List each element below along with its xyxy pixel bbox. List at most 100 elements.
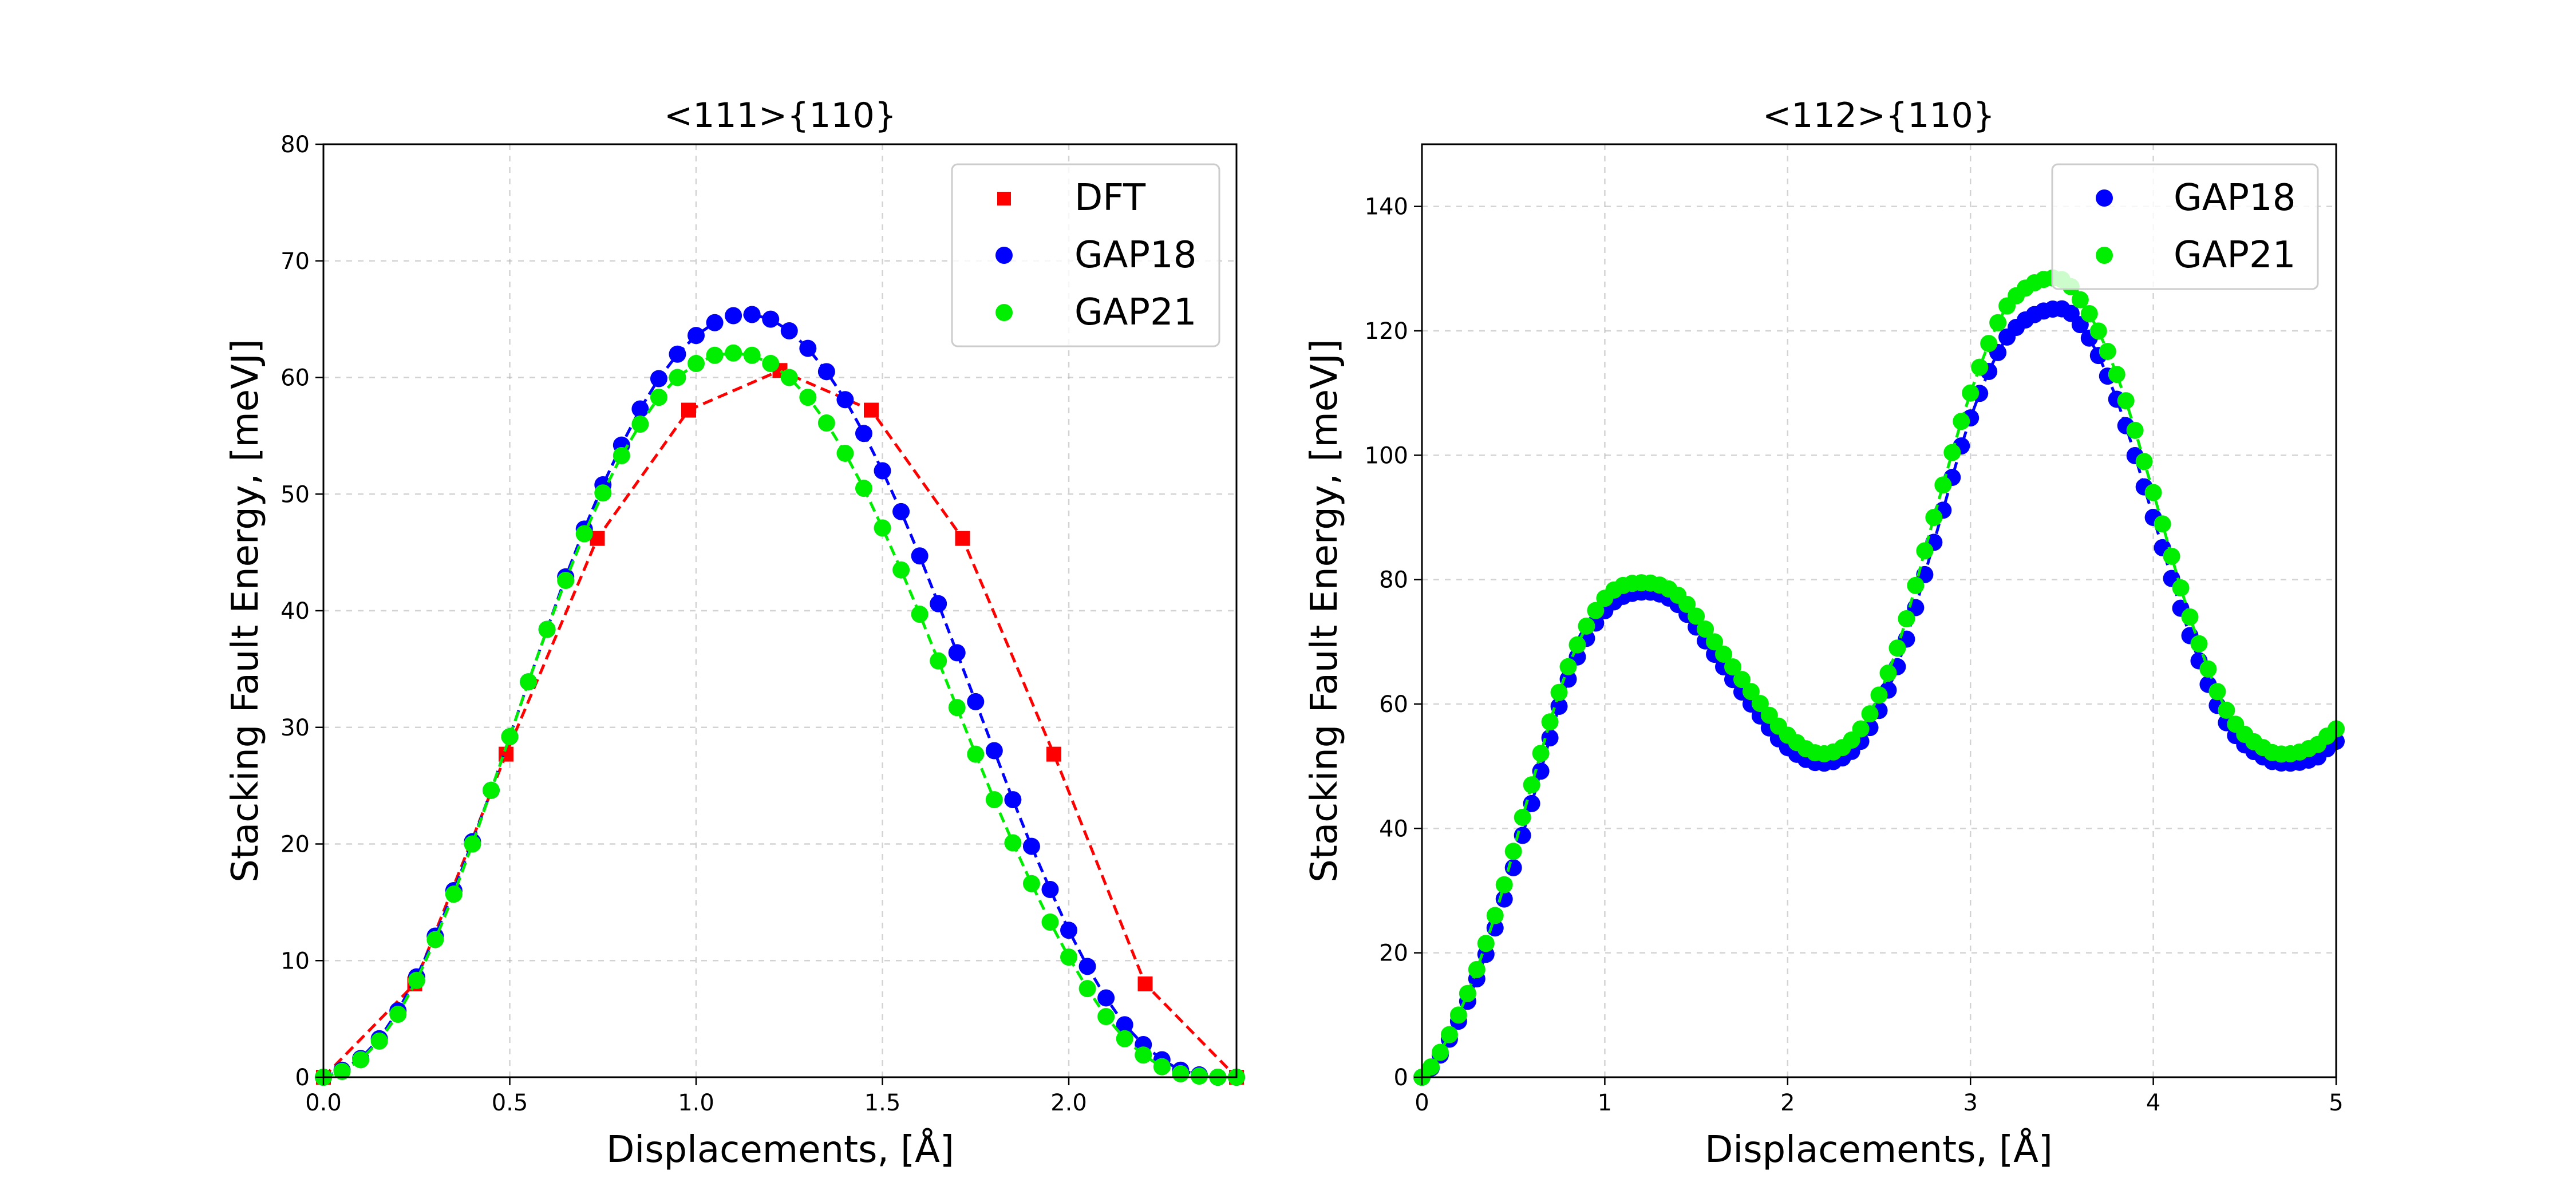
data-point-gap18 <box>1041 880 1059 898</box>
data-point-gap21 <box>799 389 817 406</box>
x-tick-label: 1.0 <box>678 1090 714 1116</box>
data-point-gap18 <box>780 322 798 339</box>
x-axis-label: Displacements, [Å] <box>1705 1128 2053 1171</box>
data-point-gap18 <box>706 314 724 331</box>
data-point-gap21 <box>948 699 966 717</box>
data-point-gap21 <box>669 369 686 386</box>
data-point-gap18 <box>1078 958 1096 975</box>
data-point-gap21 <box>445 885 463 903</box>
x-tick-label: 2 <box>1780 1090 1795 1116</box>
data-point-gap21 <box>426 931 444 948</box>
data-point-gap21 <box>2154 515 2171 533</box>
data-point-gap18 <box>1559 670 1577 688</box>
data-point-gap21 <box>1514 809 1531 827</box>
data-point-gap21 <box>967 745 985 763</box>
data-point-gap21 <box>1888 639 1906 657</box>
data-point-gap21 <box>1523 776 1540 794</box>
data-point-gap21 <box>1587 602 1605 619</box>
data-point-gap18 <box>1523 794 1540 812</box>
data-point-gap21 <box>2080 305 2098 322</box>
data-point-gap21 <box>1135 1046 1152 1064</box>
data-point-gap21 <box>1697 620 1714 638</box>
legend: GAP18 GAP21 <box>2051 163 2319 290</box>
plot-area <box>1413 269 2345 1086</box>
data-point-gap18 <box>650 370 667 388</box>
data-point-gap21 <box>892 561 910 579</box>
y-tick-label: 60 <box>1379 691 1408 718</box>
data-point-gap21 <box>370 1032 388 1050</box>
y-axis-label: Stacking Fault Energy, [meVJ] <box>224 339 267 883</box>
x-tick-label: 1.5 <box>864 1090 901 1116</box>
legend-marker-gap21 <box>2096 247 2113 264</box>
data-point-gap21 <box>1962 384 1980 402</box>
data-point-gap21 <box>333 1062 351 1080</box>
data-point-gap18 <box>1532 762 1550 780</box>
data-point-gap21 <box>1532 745 1550 762</box>
y-tick-label: 20 <box>280 832 310 858</box>
data-point-gap21 <box>2071 291 2089 309</box>
data-point-gap21 <box>1541 713 1559 731</box>
data-point-gap21 <box>2099 342 2116 360</box>
data-point-gap18 <box>911 547 929 565</box>
data-point-gap21 <box>557 572 575 590</box>
chart-panel-111-110: <111>{110} 0.0 0.5 1.0 1.5 2.0 0 10 20 30 40 50 60… <box>224 96 1245 1171</box>
data-point-gap21 <box>688 355 705 373</box>
data-point-gap21 <box>1943 444 1961 461</box>
legend: DFT GAP18 GAP21 <box>951 163 1220 347</box>
axes-frame <box>1421 143 2337 1078</box>
data-point-gap21 <box>1078 980 1096 998</box>
data-point-gap21 <box>874 519 891 537</box>
data-point-gap21 <box>1004 834 1022 852</box>
data-point-gap18 <box>855 425 872 442</box>
data-point-gap21 <box>482 781 500 799</box>
data-point-gap21 <box>1097 1008 1115 1026</box>
legend-marker-gap18 <box>2096 189 2113 207</box>
data-point-gap21 <box>408 971 425 989</box>
data-point-gap21 <box>2172 579 2190 597</box>
data-point-gap18 <box>1097 989 1115 1007</box>
data-point-gap21 <box>855 480 872 497</box>
data-point-gap21 <box>2163 547 2180 565</box>
data-point-gap18 <box>743 306 761 323</box>
chart-title: <111>{110} <box>664 96 896 136</box>
y-tick-label: 40 <box>1379 816 1408 842</box>
data-point-gap21 <box>1925 509 1943 526</box>
data-point-gap18 <box>669 345 686 363</box>
data-point-gap18 <box>817 363 835 381</box>
data-point-gap21 <box>538 620 556 638</box>
x-tick-label: 0.5 <box>492 1090 528 1116</box>
data-point-gap21 <box>1022 875 1040 892</box>
chart-panel-112-110: <112>{110} 0 1 2 3 4 5 0 20 40 60 80 100 120 140 Dis… <box>1303 96 2345 1171</box>
data-point-gap21 <box>743 346 761 364</box>
data-point-gap21 <box>2089 322 2107 340</box>
data-point-dft <box>681 402 696 418</box>
data-point-gap21 <box>1060 948 1078 966</box>
y-tick-label: 100 <box>1365 442 1408 469</box>
data-point-gap21 <box>1504 843 1522 860</box>
x-tick-label: 1 <box>1598 1090 1612 1116</box>
plot-area <box>315 306 1245 1086</box>
x-axis-ticks: 0.0 0.5 1.0 1.5 2.0 <box>305 1077 1087 1116</box>
data-point-gap18 <box>930 595 947 612</box>
data-point-gap18 <box>985 742 1003 760</box>
data-point-gap18 <box>1541 729 1559 747</box>
data-point-gap21 <box>1953 413 1970 430</box>
data-point-gap21 <box>1916 542 1934 560</box>
y-tick-label: 120 <box>1365 318 1408 345</box>
data-point-gap21 <box>2126 421 2144 439</box>
legend-label-gap21: GAP21 <box>2174 234 2296 276</box>
data-point-gap21 <box>1477 935 1495 952</box>
legend-label-dft: DFT <box>1074 177 1146 219</box>
data-point-gap21 <box>389 1005 407 1023</box>
data-point-gap21 <box>575 525 593 543</box>
data-point-gap21 <box>520 673 538 691</box>
x-tick-label: 5 <box>2329 1090 2343 1116</box>
data-point-gap21 <box>706 346 724 364</box>
data-point-gap21 <box>1852 720 1870 738</box>
data-point-gap21 <box>1742 683 1760 701</box>
y-tick-label: 80 <box>280 132 310 158</box>
data-point-gap21 <box>1971 358 1989 376</box>
series-line-gap21 <box>1421 276 2337 1078</box>
x-axis-label: Displacements, [Å] <box>606 1128 954 1171</box>
